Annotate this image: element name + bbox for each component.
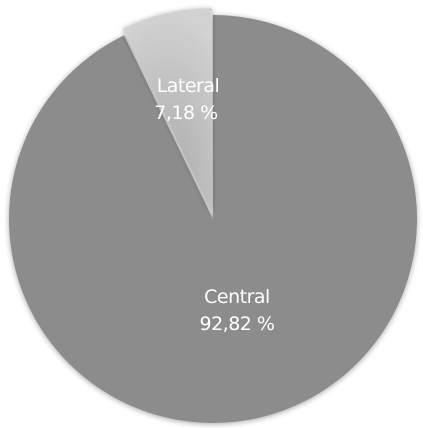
pie-slice-central [9,15,418,423]
pie-labels: Central 92,82 % Lateral 7,18 % [154,75,275,335]
slice-label-name: Lateral [157,75,220,97]
pie-slice-lateral [122,8,212,213]
pie-slices [9,8,418,423]
slice-label-name: Central [204,286,270,308]
slice-label-value: 92,82 % [200,313,275,335]
slice-label-value: 7,18 % [154,102,217,124]
